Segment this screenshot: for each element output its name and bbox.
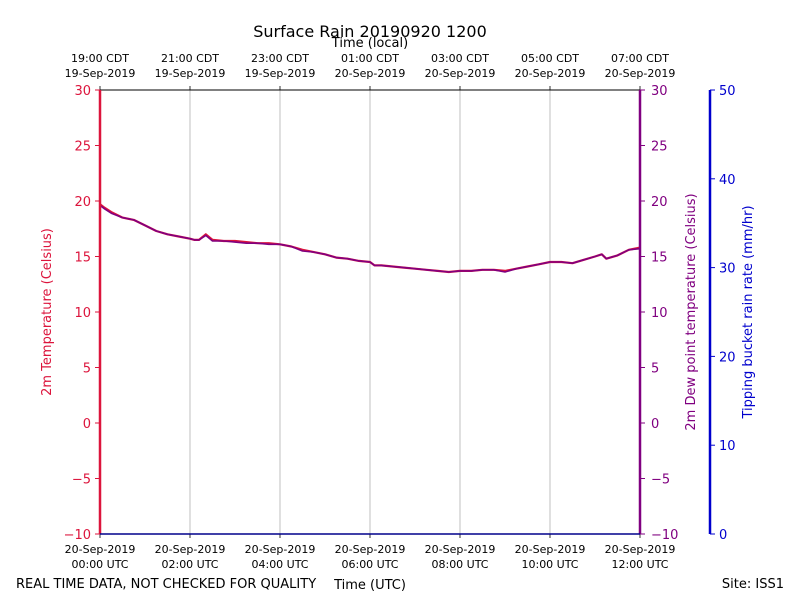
right-outer-axis-tick-label: 20: [719, 350, 736, 365]
left-axis-tick-label: 15: [74, 251, 91, 266]
x-tick-label-utc-time: 12:00 UTC: [611, 558, 668, 571]
x-tick-label-utc-date: 20-Sep-2019: [605, 543, 676, 556]
x-tick-label-utc-date: 20-Sep-2019: [155, 543, 226, 556]
x-tick-label-utc-date: 20-Sep-2019: [245, 543, 316, 556]
x-tick-label-local-date: 19-Sep-2019: [245, 67, 316, 80]
right-inner-axis-tick-label: 25: [651, 140, 668, 155]
left-axis-tick-label: 30: [74, 84, 91, 99]
x-tick-label-local-time: 07:00 CDT: [611, 52, 669, 65]
left-axis-tick-label: 20: [74, 195, 91, 210]
site-label: Site: ISS1: [722, 577, 784, 592]
x-tick-label-utc-date: 20-Sep-2019: [425, 543, 496, 556]
right-outer-axis-tick-label: 30: [719, 262, 736, 277]
right-outer-axis-label: Tipping bucket rain rate (mm/hr): [741, 205, 756, 419]
right-inner-axis-tick-label: −5: [651, 473, 670, 488]
left-axis-tick-label: 25: [74, 140, 91, 155]
x-tick-label-local-time: 03:00 CDT: [431, 52, 489, 65]
x-tick-label-utc-date: 20-Sep-2019: [335, 543, 406, 556]
x-tick-label-local-date: 20-Sep-2019: [425, 67, 496, 80]
x-tick-label-local-date: 20-Sep-2019: [515, 67, 586, 80]
x-tick-label-utc-date: 20-Sep-2019: [65, 543, 136, 556]
axes: 20-Sep-2019 00:00 UTC 19:00 CDT 19-Sep-2019…: [64, 52, 736, 571]
x-tick-label-utc-time: 00:00 UTC: [71, 558, 128, 571]
right-outer-axis-tick-label: 40: [719, 173, 736, 188]
x-tick-label-local-time: 23:00 CDT: [251, 52, 309, 65]
left-axis-tick-label: 10: [74, 306, 91, 321]
left-axis-tick-label: −10: [64, 528, 91, 543]
left-axis-tick-label: 0: [83, 417, 91, 432]
right-inner-axis-tick-label: 15: [651, 251, 668, 266]
x-tick-label-local-date: 20-Sep-2019: [335, 67, 406, 80]
left-axis-tick-label: 5: [83, 362, 91, 377]
right-inner-axis-tick-label: 10: [651, 306, 668, 321]
x-tick-label-local-date: 19-Sep-2019: [65, 67, 136, 80]
left-axis-label: 2m Temperature (Celsius): [40, 228, 55, 396]
right-inner-axis-tick-label: −10: [651, 528, 678, 543]
series-lines: [99, 203, 641, 274]
x-tick-label-utc-time: 02:00 UTC: [161, 558, 218, 571]
x-tick-label-local-time: 21:00 CDT: [161, 52, 219, 65]
right-inner-axis-tick-label: 5: [651, 362, 659, 377]
x-tick-label-utc-time: 04:00 UTC: [251, 558, 308, 571]
right-inner-axis-label: 2m Dew point temperature (Celsius): [684, 193, 699, 430]
x-axis-label: Time (UTC): [333, 578, 406, 593]
x-tick-label-local-time: 05:00 CDT: [521, 52, 579, 65]
right-outer-axis-tick-label: 10: [719, 439, 736, 454]
dewpoint-series-line: [99, 204, 641, 273]
x-tick-label-utc-time: 10:00 UTC: [521, 558, 578, 571]
right-inner-axis-tick-label: 30: [651, 84, 668, 99]
x-tick-label-local-time: 19:00 CDT: [71, 52, 129, 65]
quality-disclaimer: REAL TIME DATA, NOT CHECKED FOR QUALITY: [16, 577, 316, 592]
top-axis-label: Time (local): [331, 36, 408, 51]
x-tick-label-utc-date: 20-Sep-2019: [515, 543, 586, 556]
left-axis-tick-label: −5: [72, 473, 91, 488]
right-outer-axis-tick-label: 50: [719, 84, 736, 99]
x-tick-label-local-date: 20-Sep-2019: [605, 67, 676, 80]
x-tick-label-local-date: 19-Sep-2019: [155, 67, 226, 80]
right-outer-axis-tick-label: 0: [719, 528, 727, 543]
x-tick-label-local-time: 01:00 CDT: [341, 52, 399, 65]
x-tick-label-utc-time: 08:00 UTC: [431, 558, 488, 571]
x-tick-label-utc-time: 06:00 UTC: [341, 558, 398, 571]
chart-title: Surface Rain 20190920 1200: [253, 22, 487, 41]
right-inner-axis-tick-label: 20: [651, 195, 668, 210]
grid-lines: [189, 90, 551, 534]
right-inner-axis-tick-label: 0: [651, 417, 659, 432]
